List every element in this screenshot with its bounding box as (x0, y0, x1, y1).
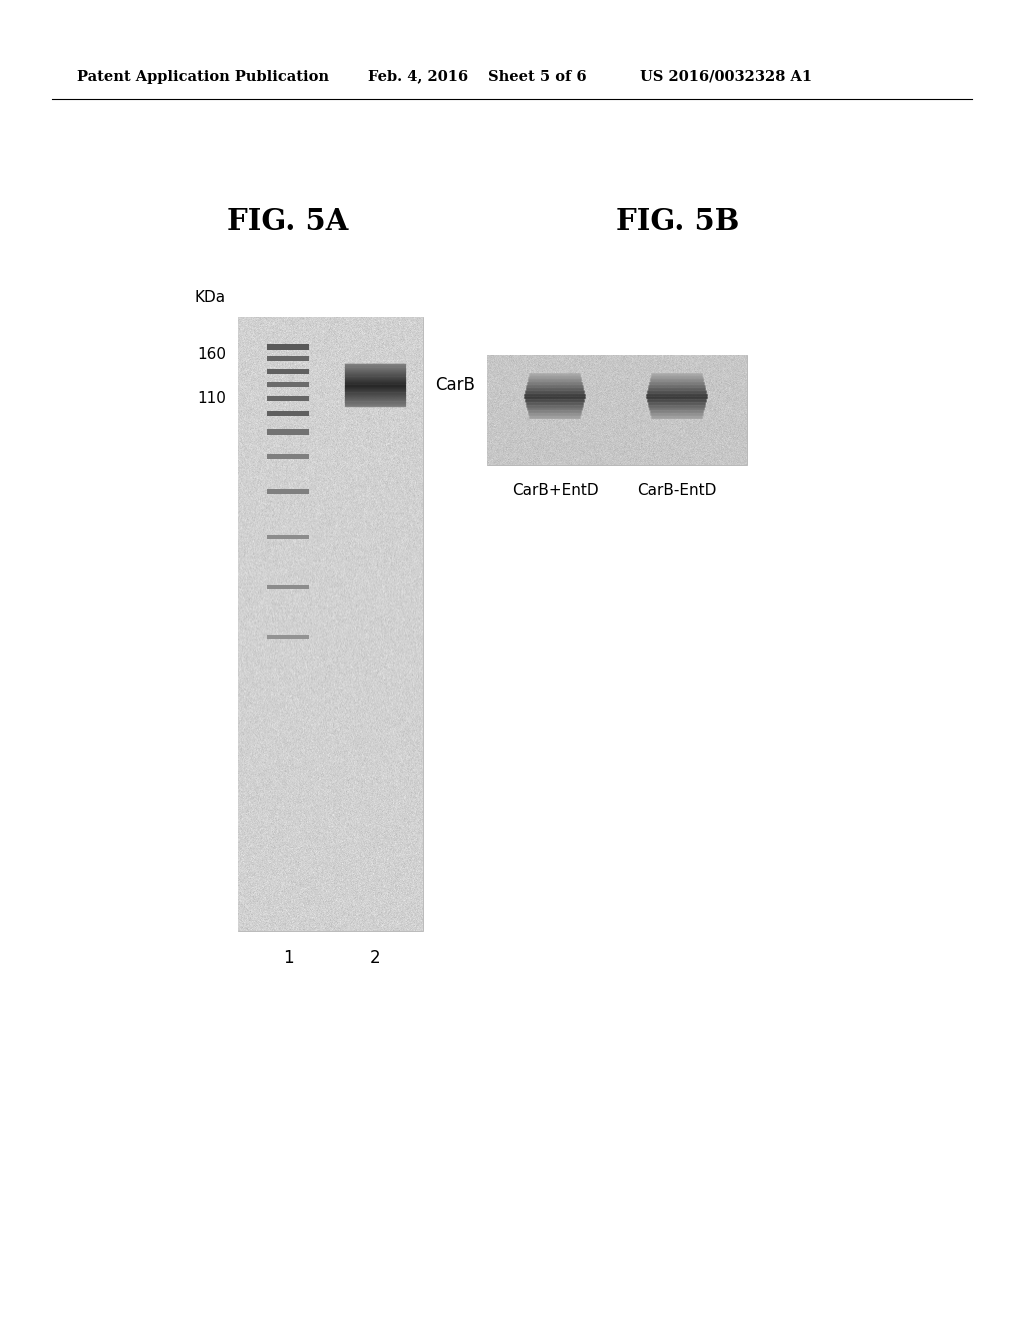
Text: CarB-EntD: CarB-EntD (637, 483, 717, 498)
Text: Feb. 4, 2016: Feb. 4, 2016 (368, 70, 468, 83)
Text: FIG. 5A: FIG. 5A (227, 207, 349, 236)
Text: Patent Application Publication: Patent Application Publication (77, 70, 329, 83)
Text: CarB+EntD: CarB+EntD (512, 483, 598, 498)
FancyBboxPatch shape (238, 317, 423, 931)
Text: FIG. 5B: FIG. 5B (616, 207, 739, 236)
FancyBboxPatch shape (267, 343, 309, 350)
FancyBboxPatch shape (267, 488, 309, 494)
FancyBboxPatch shape (267, 585, 309, 589)
Text: 160: 160 (197, 347, 226, 362)
Text: 2: 2 (370, 949, 380, 966)
FancyBboxPatch shape (267, 454, 309, 459)
FancyBboxPatch shape (267, 381, 309, 387)
Text: CarB: CarB (435, 376, 475, 393)
FancyBboxPatch shape (267, 411, 309, 416)
FancyBboxPatch shape (267, 429, 309, 434)
FancyBboxPatch shape (267, 396, 309, 401)
FancyBboxPatch shape (267, 356, 309, 360)
Text: 1: 1 (283, 949, 293, 966)
FancyBboxPatch shape (267, 368, 309, 374)
FancyBboxPatch shape (487, 355, 746, 465)
Text: US 2016/0032328 A1: US 2016/0032328 A1 (640, 70, 812, 83)
Text: KDa: KDa (195, 290, 226, 305)
Text: Sheet 5 of 6: Sheet 5 of 6 (488, 70, 587, 83)
FancyBboxPatch shape (267, 635, 309, 639)
Text: 110: 110 (198, 391, 226, 407)
FancyBboxPatch shape (267, 535, 309, 539)
